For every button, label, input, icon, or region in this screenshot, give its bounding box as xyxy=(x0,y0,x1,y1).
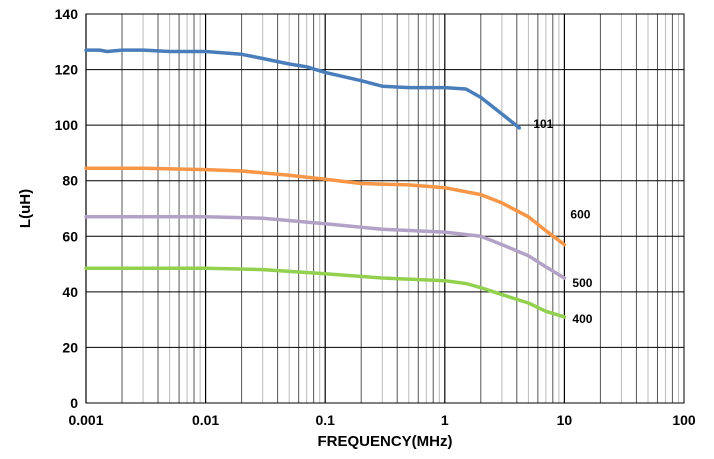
series-line-101 xyxy=(84,48,522,130)
series-label-101: 101 xyxy=(533,117,553,131)
series-label-500: 500 xyxy=(572,276,592,290)
y-tick-label: 120 xyxy=(55,62,79,78)
x-tick-label: 0.001 xyxy=(68,412,103,428)
plot-frame xyxy=(85,13,685,404)
y-tick-label: 0 xyxy=(70,395,78,411)
x-tick-label: 0.01 xyxy=(192,412,219,428)
y-tick-label: 40 xyxy=(62,284,78,300)
y-tick-label: 60 xyxy=(62,228,78,244)
series-label-600: 600 xyxy=(570,208,590,222)
series-line-500 xyxy=(84,215,567,280)
y-tick-label: 100 xyxy=(55,117,79,133)
grid xyxy=(85,13,684,404)
y-tick-label: 140 xyxy=(55,6,79,22)
tick-labels: 0 20 40 60 80 100 120 140 0.001 0.01 0.1 1 10 100 xyxy=(55,6,696,428)
series-group: 101 600 500 400 xyxy=(84,48,593,326)
x-tick-label: 10 xyxy=(557,412,573,428)
y-axis-title: L(uH) xyxy=(17,189,34,228)
series-line-400 xyxy=(84,266,567,319)
y-tick-label: 20 xyxy=(62,339,78,355)
y-tick-label: 80 xyxy=(62,173,78,189)
x-tick-label: 0.1 xyxy=(315,412,335,428)
x-tick-label: 1 xyxy=(441,412,449,428)
series-line-600 xyxy=(84,166,567,247)
x-axis-title: FREQUENCY(MHz) xyxy=(318,433,453,450)
series-label-400: 400 xyxy=(572,312,592,326)
x-tick-label: 100 xyxy=(672,412,696,428)
